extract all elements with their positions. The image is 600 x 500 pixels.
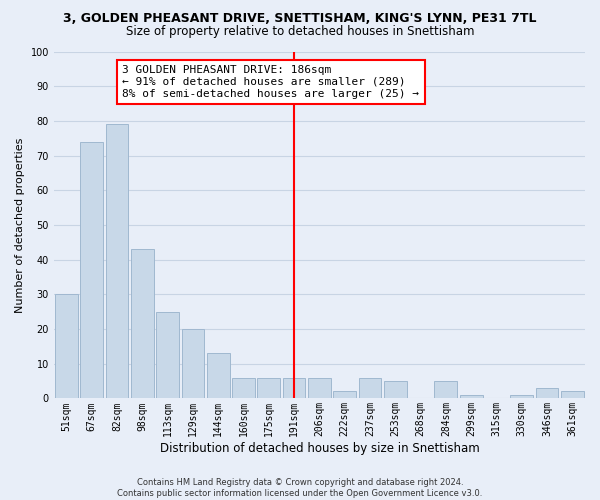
Bar: [308, 378, 331, 398]
Bar: [334, 392, 356, 398]
Bar: [460, 395, 482, 398]
Bar: [156, 312, 179, 398]
Y-axis label: Number of detached properties: Number of detached properties: [15, 138, 25, 312]
Bar: [561, 392, 584, 398]
X-axis label: Distribution of detached houses by size in Snettisham: Distribution of detached houses by size …: [160, 442, 479, 455]
Bar: [384, 381, 407, 398]
Bar: [359, 378, 382, 398]
Text: 3 GOLDEN PHEASANT DRIVE: 186sqm
← 91% of detached houses are smaller (289)
8% of: 3 GOLDEN PHEASANT DRIVE: 186sqm ← 91% of…: [122, 66, 419, 98]
Bar: [207, 354, 230, 399]
Text: 3, GOLDEN PHEASANT DRIVE, SNETTISHAM, KING'S LYNN, PE31 7TL: 3, GOLDEN PHEASANT DRIVE, SNETTISHAM, KI…: [63, 12, 537, 26]
Bar: [283, 378, 305, 398]
Text: Contains HM Land Registry data © Crown copyright and database right 2024.
Contai: Contains HM Land Registry data © Crown c…: [118, 478, 482, 498]
Text: Size of property relative to detached houses in Snettisham: Size of property relative to detached ho…: [126, 25, 474, 38]
Bar: [131, 249, 154, 398]
Bar: [511, 395, 533, 398]
Bar: [257, 378, 280, 398]
Bar: [80, 142, 103, 398]
Bar: [182, 329, 205, 398]
Bar: [232, 378, 255, 398]
Bar: [434, 381, 457, 398]
Bar: [536, 388, 559, 398]
Bar: [106, 124, 128, 398]
Bar: [55, 294, 78, 399]
